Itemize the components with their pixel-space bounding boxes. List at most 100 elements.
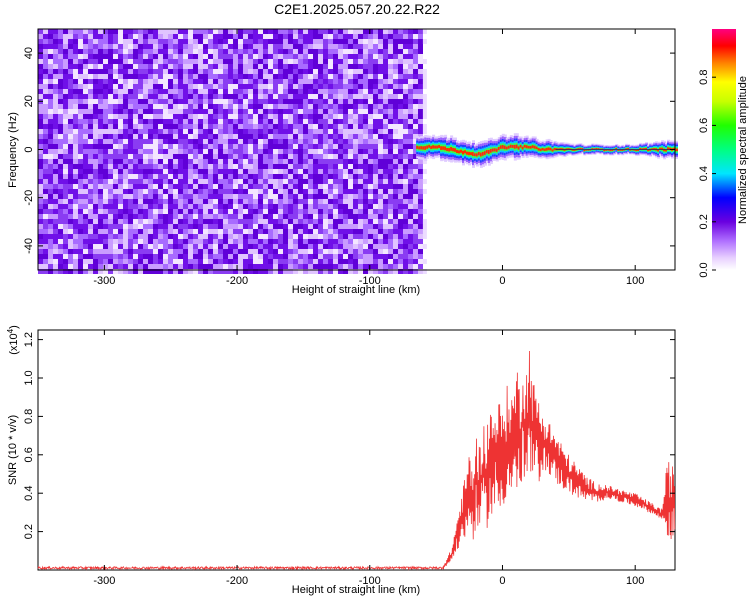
noise-cell <box>283 179 288 184</box>
noise-cell <box>318 94 323 99</box>
noise-cell <box>353 219 358 224</box>
noise-cell <box>373 244 378 249</box>
noise-cell <box>393 149 398 154</box>
noise-cell <box>288 159 293 164</box>
noise-cell <box>88 64 93 69</box>
noise-cell <box>143 214 148 219</box>
noise-cell <box>133 104 138 109</box>
noise-cell <box>68 159 73 164</box>
noise-cell <box>293 209 298 214</box>
noise-cell <box>378 94 383 99</box>
noise-cell <box>408 49 413 54</box>
noise-cell <box>118 249 123 254</box>
noise-cell <box>78 29 83 34</box>
noise-cell <box>68 239 73 244</box>
noise-cell <box>168 129 173 134</box>
noise-cell <box>393 139 398 144</box>
noise-cell <box>403 64 408 69</box>
noise-cell <box>118 34 123 39</box>
noise-cell <box>273 184 278 189</box>
noise-cell <box>248 99 253 104</box>
noise-cell <box>333 94 338 99</box>
noise-cell <box>343 239 348 244</box>
noise-cell <box>128 39 133 44</box>
noise-cell <box>178 214 183 219</box>
noise-cell <box>178 124 183 129</box>
noise-cell <box>258 124 263 129</box>
noise-cell <box>153 74 158 79</box>
noise-cell <box>328 54 333 59</box>
noise-cell <box>123 129 128 134</box>
noise-cell <box>83 179 88 184</box>
noise-cell <box>248 49 253 54</box>
noise-cell <box>103 239 108 244</box>
noise-cell <box>108 74 113 79</box>
signal-cell <box>436 145 440 149</box>
noise-cell <box>173 179 178 184</box>
noise-cell <box>393 129 398 134</box>
noise-cell <box>158 234 163 239</box>
signal-cell <box>667 147 670 150</box>
noise-cell <box>393 124 398 129</box>
noise-cell <box>123 59 128 64</box>
noise-cell <box>98 84 103 89</box>
noise-cell <box>123 219 128 224</box>
noise-cell <box>328 29 333 34</box>
noise-cell <box>38 69 43 74</box>
noise-cell <box>78 54 83 59</box>
noise-cell <box>283 174 288 179</box>
noise-cell <box>208 259 213 264</box>
noise-cell <box>98 174 103 179</box>
noise-cell <box>413 259 418 264</box>
noise-cell <box>233 94 238 99</box>
noise-cell <box>183 94 188 99</box>
noise-cell <box>178 154 183 159</box>
signal-cell <box>621 149 625 151</box>
noise-cell <box>373 29 378 34</box>
noise-cell <box>243 104 248 109</box>
noise-cell <box>248 139 253 144</box>
noise-cell <box>88 94 93 99</box>
y-tick-label: 40 <box>23 47 35 59</box>
spectrogram-x-ticks: -300 -200 -100 0 100 <box>93 29 644 287</box>
noise-cell <box>413 249 418 254</box>
noise-cell <box>233 254 238 259</box>
noise-cell <box>263 79 268 84</box>
noise-cell <box>323 219 328 224</box>
noise-cell <box>108 179 113 184</box>
noise-cell <box>193 194 198 199</box>
noise-cell <box>253 199 258 204</box>
noise-cell <box>63 214 68 219</box>
noise-cell <box>243 249 248 254</box>
noise-cell <box>278 189 283 194</box>
noise-cell <box>88 129 93 134</box>
noise-cell <box>113 54 118 59</box>
noise-cell <box>273 249 278 254</box>
noise-cell <box>93 39 98 44</box>
noise-cell <box>223 94 228 99</box>
noise-cell <box>53 74 58 79</box>
noise-cell <box>393 214 398 219</box>
noise-cell <box>318 184 323 189</box>
noise-cell <box>278 244 283 249</box>
noise-cell <box>103 149 108 154</box>
noise-cell <box>148 34 153 39</box>
noise-cell <box>173 59 178 64</box>
noise-cell <box>418 104 423 109</box>
noise-cell <box>123 179 128 184</box>
noise-cell <box>363 94 368 99</box>
noise-cell <box>198 204 203 209</box>
noise-cell <box>408 234 413 239</box>
noise-cell <box>363 79 368 84</box>
noise-cell <box>163 229 168 234</box>
noise-cell <box>403 44 408 49</box>
noise-cell <box>178 144 183 149</box>
noise-cell <box>133 119 138 124</box>
noise-cell <box>128 69 133 74</box>
noise-cell <box>293 39 298 44</box>
noise-cell <box>323 44 328 49</box>
noise-cell <box>123 204 128 209</box>
noise-cell <box>198 94 203 99</box>
noise-cell <box>208 109 213 114</box>
noise-cell <box>158 239 163 244</box>
